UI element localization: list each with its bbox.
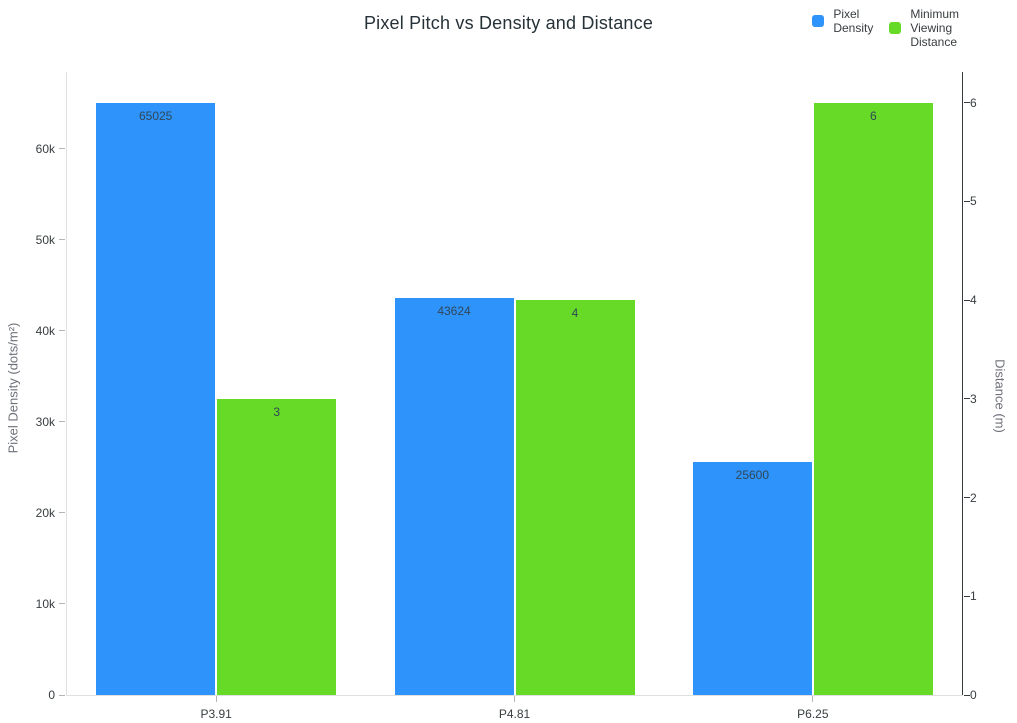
bar-pixel-density-p3.91[interactable]: [96, 102, 216, 695]
bar-value-label: 65025: [138, 108, 173, 123]
y-axis-tick-right: [964, 299, 970, 301]
y-axis-tick-label-left: 30k: [35, 414, 55, 429]
y-axis-tick-right: [964, 102, 970, 104]
chart-title: Pixel Pitch vs Density and Distance: [363, 13, 654, 33]
y-axis-tick-label-left: 0: [48, 688, 55, 702]
y-axis-tick-label-right: 3: [970, 391, 977, 406]
x-axis-line: [66, 695, 963, 696]
y-axis-tick-right: [964, 398, 970, 400]
y-axis-tick-label-left: 20k: [35, 505, 55, 520]
y-axis-tick-right: [964, 595, 970, 597]
y-axis-tick-right: [964, 497, 970, 499]
bar-value-label: 4: [571, 306, 579, 321]
legend: Pixel Density Minimum Viewing Distance: [812, 7, 959, 49]
y-axis-tick-label-left: 10k: [35, 596, 55, 611]
y-axis-tick-label-left: 40k: [35, 323, 55, 338]
x-axis-tick: [812, 696, 814, 702]
y-axis-tick-label-right: 5: [970, 194, 977, 209]
y-axis-tick-label-right: 2: [970, 490, 977, 505]
y-axis-tick-left: [59, 512, 65, 514]
y-axis-tick-left: [59, 330, 65, 332]
y-axis-tick-label-left: 50k: [35, 232, 55, 247]
y-axis-tick-label-left: 60k: [35, 141, 55, 156]
y-axis-tick-right: [964, 200, 970, 202]
y-axis-tick-left: [59, 603, 65, 605]
bar-value-label: 43624: [437, 303, 471, 318]
legend-item-label: Minimum Viewing Distance: [910, 7, 959, 49]
legend-item-label: Pixel Density: [833, 7, 874, 35]
bar-minimum-viewing-distance-p3.91[interactable]: [217, 398, 337, 695]
bar-pixel-density-p4.81[interactable]: [394, 297, 514, 695]
y-axis-line-right: [962, 72, 963, 695]
x-axis-category-label: P6.25: [797, 707, 829, 721]
y-axis-tick-left: [59, 421, 65, 423]
y-axis-line-left: [66, 72, 67, 695]
x-axis-category-label: P3.91: [200, 707, 232, 721]
y-axis-tick-label-right: 6: [970, 95, 977, 110]
plot-area: 0 10k 20k 30k 40k 50k 60k 0 1 2 3 4 5 6 P3.91 65025 3 P4.…: [36, 72, 977, 721]
x-axis-tick: [514, 696, 515, 702]
bar-pixel-density-p6.25[interactable]: [692, 461, 812, 695]
legend-marker-icon: [812, 15, 825, 27]
y-axis-tick-label-right: 0: [970, 688, 977, 702]
legend-marker-icon: [889, 22, 902, 34]
bar-value-label: 25600: [735, 467, 770, 482]
x-axis-tick: [215, 696, 217, 702]
bar-value-label: 3: [273, 404, 280, 419]
y-axis-tick-left: [59, 694, 65, 696]
bar-minimum-viewing-distance-p4.81[interactable]: [515, 300, 635, 695]
bar-minimum-viewing-distance-p6.25[interactable]: [813, 102, 933, 695]
y-axis-tick-label-right: 1: [970, 589, 977, 604]
legend-item-minimum-viewing-distance[interactable]: Minimum Viewing Distance: [889, 7, 959, 49]
y-axis-tick-right: [964, 694, 970, 696]
y-axis-tick-left: [59, 148, 65, 149]
y-axis-tick-label-right: 4: [970, 293, 977, 308]
y-axis-tick-left: [59, 239, 65, 241]
bar-value-label: 6: [869, 108, 877, 123]
y-axis-title-left: Pixel Density (dots/m²): [5, 322, 21, 454]
x-axis-category-label: P4.81: [498, 707, 531, 721]
legend-item-pixel-density[interactable]: Pixel Density: [812, 7, 873, 35]
